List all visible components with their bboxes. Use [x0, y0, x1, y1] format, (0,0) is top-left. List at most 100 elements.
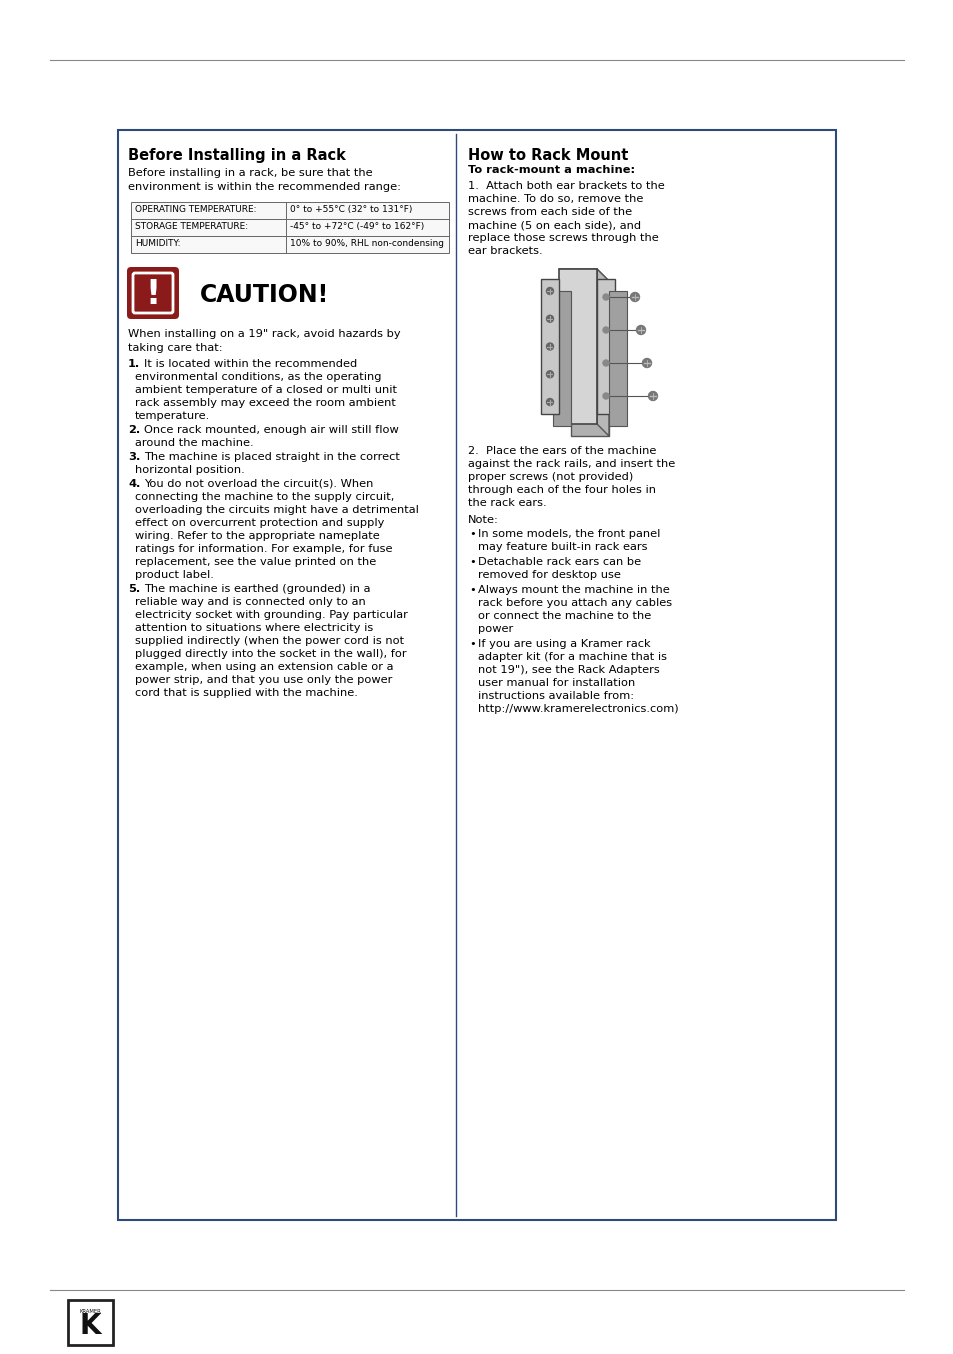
Text: taking care that:: taking care that:	[128, 343, 222, 353]
Text: 1.: 1.	[128, 359, 140, 370]
Text: How to Rack Mount: How to Rack Mount	[468, 148, 628, 162]
Text: around the machine.: around the machine.	[135, 437, 253, 448]
FancyBboxPatch shape	[132, 274, 172, 313]
Text: electricity socket with grounding. Pay particular: electricity socket with grounding. Pay p…	[135, 611, 408, 620]
Circle shape	[546, 398, 553, 405]
Text: environment is within the recommended range:: environment is within the recommended ra…	[128, 181, 400, 192]
Text: 4.: 4.	[128, 479, 140, 489]
Text: reliable way and is connected only to an: reliable way and is connected only to an	[135, 597, 365, 607]
Text: 2.  Place the ears of the machine: 2. Place the ears of the machine	[468, 445, 656, 456]
Text: through each of the four holes in: through each of the four holes in	[468, 485, 656, 496]
Text: •: •	[469, 639, 476, 649]
Bar	[131, 236, 449, 253]
Text: Always mount the machine in the: Always mount the machine in the	[477, 585, 669, 594]
Polygon shape	[597, 269, 608, 436]
Text: not 19"), see the Rack Adapters: not 19"), see the Rack Adapters	[477, 665, 659, 676]
Text: rack assembly may exceed the room ambient: rack assembly may exceed the room ambien…	[135, 398, 395, 408]
Text: -45° to +72°C (-49° to 162°F): -45° to +72°C (-49° to 162°F)	[290, 222, 424, 232]
Text: connecting the machine to the supply circuit,: connecting the machine to the supply cir…	[135, 492, 394, 502]
Text: attention to situations where electricity is: attention to situations where electricit…	[135, 623, 373, 634]
Text: K: K	[80, 1312, 101, 1340]
Text: 3.: 3.	[128, 452, 140, 462]
Text: user manual for installation: user manual for installation	[477, 678, 635, 688]
Bar	[118, 130, 835, 1220]
Circle shape	[636, 325, 645, 334]
Text: •: •	[469, 529, 476, 539]
Circle shape	[546, 287, 553, 295]
Text: Before Installing in a Rack: Before Installing in a Rack	[128, 148, 346, 162]
Text: wiring. Refer to the appropriate nameplate: wiring. Refer to the appropriate namepla…	[135, 531, 379, 542]
Text: example, when using an extension cable or a: example, when using an extension cable o…	[135, 662, 393, 672]
Bar	[68, 1300, 112, 1345]
Circle shape	[602, 328, 608, 333]
Text: HUMIDITY:: HUMIDITY:	[135, 240, 180, 248]
Circle shape	[648, 391, 657, 401]
Text: CAUTION!: CAUTION!	[200, 283, 329, 307]
Text: may feature built-in rack ears: may feature built-in rack ears	[477, 542, 647, 552]
Circle shape	[546, 315, 553, 322]
Text: •: •	[469, 556, 476, 567]
Text: power: power	[477, 624, 513, 634]
Text: replace those screws through the: replace those screws through the	[468, 233, 659, 242]
Text: or connect the machine to the: or connect the machine to the	[477, 611, 651, 621]
Text: temperature.: temperature.	[135, 412, 210, 421]
Text: KRAMER: KRAMER	[79, 1309, 101, 1313]
Circle shape	[546, 343, 553, 349]
Bar	[553, 291, 571, 427]
Text: To rack-mount a machine:: To rack-mount a machine:	[468, 165, 635, 175]
Text: •: •	[469, 585, 476, 594]
Text: supplied indirectly (when the power cord is not: supplied indirectly (when the power cord…	[135, 636, 404, 646]
Text: 1.  Attach both ear brackets to the: 1. Attach both ear brackets to the	[468, 181, 664, 191]
Circle shape	[602, 360, 608, 366]
Bar	[597, 279, 615, 414]
Text: http://www.kramerelectronics.com): http://www.kramerelectronics.com)	[477, 704, 678, 714]
Text: proper screws (not provided): proper screws (not provided)	[468, 473, 633, 482]
Bar	[608, 291, 626, 427]
Text: ratings for information. For example, for fuse: ratings for information. For example, fo…	[135, 544, 392, 554]
Text: horizontal position.: horizontal position.	[135, 464, 245, 475]
Text: Detachable rack ears can be: Detachable rack ears can be	[477, 556, 640, 567]
Circle shape	[602, 294, 608, 301]
Text: The machine is placed straight in the correct: The machine is placed straight in the co…	[144, 452, 399, 462]
Text: ear brackets.: ear brackets.	[468, 246, 542, 256]
Text: OPERATING TEMPERATURE:: OPERATING TEMPERATURE:	[135, 204, 256, 214]
Text: effect on overcurrent protection and supply: effect on overcurrent protection and sup…	[135, 519, 384, 528]
Bar	[571, 282, 608, 436]
Text: ambient temperature of a closed or multi unit: ambient temperature of a closed or multi…	[135, 385, 396, 395]
Text: When installing on a 19" rack, avoid hazards by: When installing on a 19" rack, avoid haz…	[128, 329, 400, 338]
Text: against the rack rails, and insert the: against the rack rails, and insert the	[468, 459, 675, 468]
Text: Before installing in a rack, be sure that the: Before installing in a rack, be sure tha…	[128, 168, 373, 177]
Text: the rack ears.: the rack ears.	[468, 498, 546, 508]
Circle shape	[602, 393, 608, 399]
Text: !: !	[145, 278, 160, 310]
Text: The machine is earthed (grounded) in a: The machine is earthed (grounded) in a	[144, 584, 370, 594]
Text: screws from each side of the: screws from each side of the	[468, 207, 632, 217]
Text: STORAGE TEMPERATURE:: STORAGE TEMPERATURE:	[135, 222, 248, 232]
Text: machine (5 on each side), and: machine (5 on each side), and	[468, 219, 640, 230]
Text: instructions available from:: instructions available from:	[477, 691, 634, 701]
Text: Note:: Note:	[468, 515, 498, 525]
Text: machine. To do so, remove the: machine. To do so, remove the	[468, 194, 642, 204]
Circle shape	[641, 359, 651, 367]
Text: If you are using a Kramer rack: If you are using a Kramer rack	[477, 639, 650, 649]
Text: replacement, see the value printed on the: replacement, see the value printed on th…	[135, 556, 375, 567]
Text: adapter kit (for a machine that is: adapter kit (for a machine that is	[477, 653, 666, 662]
Text: In some models, the front panel: In some models, the front panel	[477, 529, 659, 539]
Bar	[131, 202, 449, 219]
Circle shape	[630, 292, 639, 302]
Text: environmental conditions, as the operating: environmental conditions, as the operati…	[135, 372, 381, 382]
Text: product label.: product label.	[135, 570, 213, 580]
Text: power strip, and that you use only the power: power strip, and that you use only the p…	[135, 676, 392, 685]
Text: It is located within the recommended: It is located within the recommended	[144, 359, 356, 370]
Text: removed for desktop use: removed for desktop use	[477, 570, 620, 580]
Bar	[131, 219, 449, 236]
Text: 10% to 90%, RHL non-condensing: 10% to 90%, RHL non-condensing	[290, 240, 443, 248]
Text: Once rack mounted, enough air will still flow: Once rack mounted, enough air will still…	[144, 425, 398, 435]
Bar	[558, 269, 597, 424]
Text: 5.: 5.	[128, 584, 140, 594]
Text: rack before you attach any cables: rack before you attach any cables	[477, 598, 672, 608]
Text: overloading the circuits might have a detrimental: overloading the circuits might have a de…	[135, 505, 418, 515]
FancyBboxPatch shape	[127, 267, 179, 320]
Circle shape	[546, 371, 553, 378]
Text: 0° to +55°C (32° to 131°F): 0° to +55°C (32° to 131°F)	[290, 204, 412, 214]
